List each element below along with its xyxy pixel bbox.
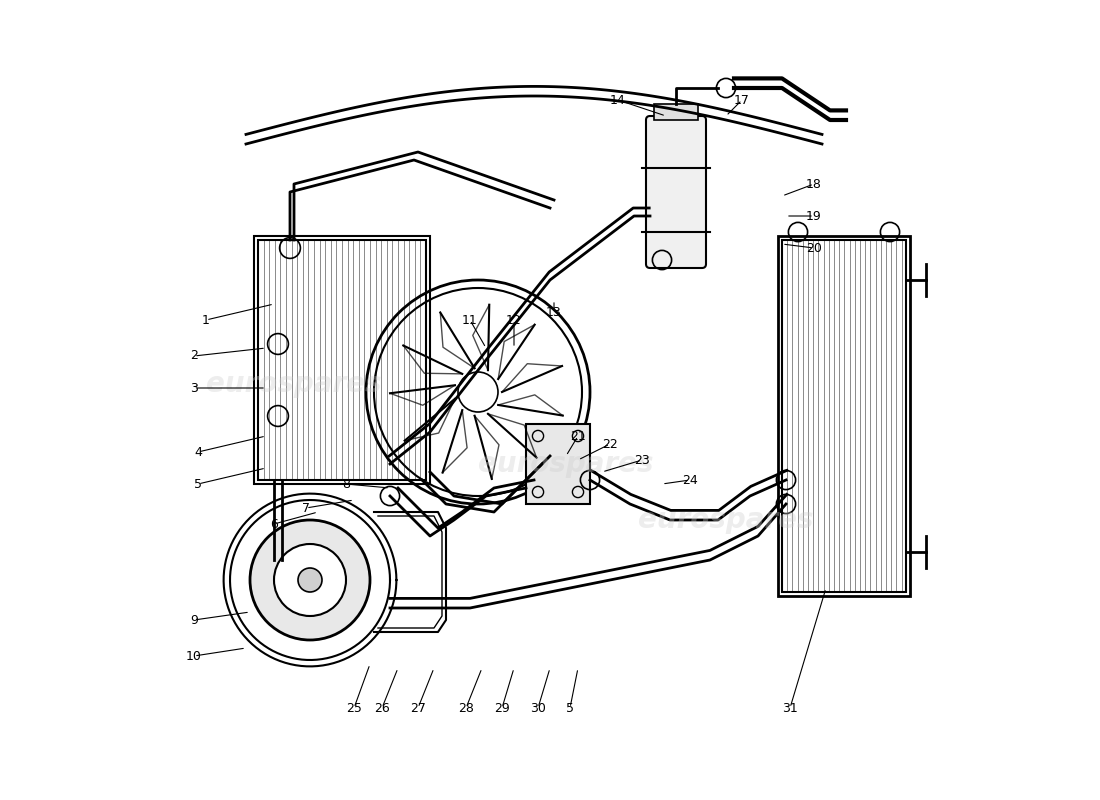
Text: 23: 23 [634,454,650,466]
Text: 8: 8 [342,478,350,490]
Text: 10: 10 [186,650,202,662]
Text: 25: 25 [346,702,362,714]
Text: 2: 2 [190,350,198,362]
Text: 5: 5 [194,478,202,490]
Text: 28: 28 [458,702,474,714]
Text: 9: 9 [190,614,198,626]
Bar [258,240,426,480]
Circle shape [298,568,322,592]
Text: 7: 7 [302,502,310,514]
Text: 14: 14 [610,94,626,106]
Text: 17: 17 [734,94,750,106]
Bar [526,424,590,504]
Circle shape [274,544,346,616]
Text: 31: 31 [782,702,797,714]
Text: 22: 22 [602,438,618,450]
Text: eurospares: eurospares [478,450,653,478]
Text: 29: 29 [494,702,510,714]
Text: 1: 1 [202,314,210,326]
Bar [254,236,430,484]
Bar [654,104,698,120]
Text: 24: 24 [682,474,697,486]
Text: 3: 3 [190,382,198,394]
Text: 21: 21 [570,430,586,442]
Text: eurospares: eurospares [207,370,382,398]
Text: 4: 4 [194,446,202,458]
FancyBboxPatch shape [646,116,706,268]
Circle shape [250,520,370,640]
Text: 11: 11 [462,314,477,326]
Text: 6: 6 [271,518,278,530]
Text: 30: 30 [530,702,546,714]
Text: 26: 26 [374,702,389,714]
Text: 18: 18 [806,178,822,190]
Text: 5: 5 [566,702,574,714]
Text: 20: 20 [806,242,822,254]
Text: eurospares: eurospares [638,506,814,534]
Text: 19: 19 [806,210,822,222]
Text: 27: 27 [410,702,426,714]
Bar [778,236,910,596]
Bar [782,240,906,592]
Text: 13: 13 [546,306,562,318]
Circle shape [458,372,498,412]
Text: 12: 12 [506,314,521,326]
